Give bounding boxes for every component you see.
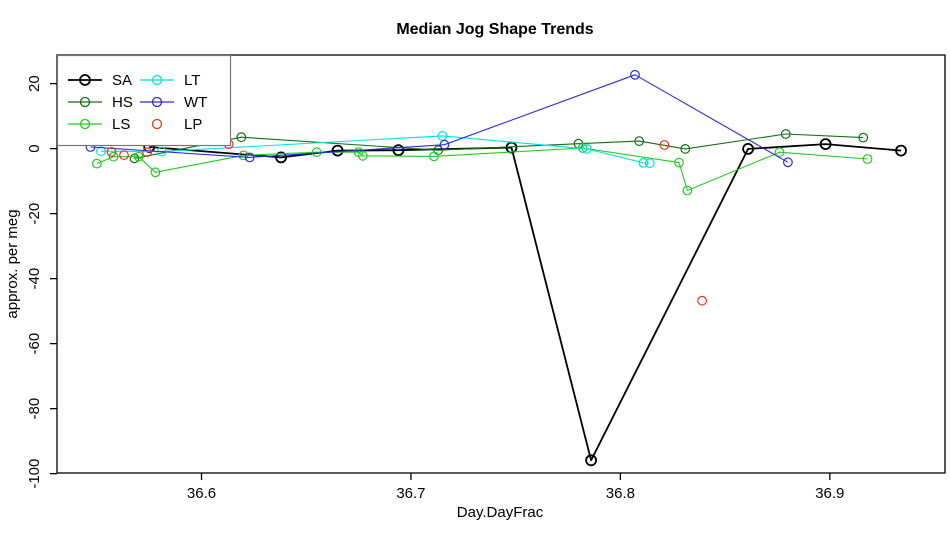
series-HS-line	[134, 133, 864, 159]
series-SA-line	[149, 143, 902, 462]
series-SA-point-2	[331, 144, 344, 157]
series-LP-point-1	[119, 150, 129, 161]
y-tick-label: -60	[26, 333, 43, 355]
y-axis-label: approx. per meg	[4, 209, 21, 318]
series-LT-point-0	[96, 146, 106, 157]
series-LS-point-12	[774, 147, 785, 158]
series-SA-point-1	[275, 151, 288, 164]
series-LS-point-0	[91, 158, 102, 169]
legend-label-LS: LS	[112, 116, 130, 133]
series-HS-point-4	[634, 136, 645, 147]
x-tick-label: 36.8	[606, 485, 635, 502]
series-SA-point-5	[585, 454, 597, 467]
series-SA-point-3	[392, 144, 405, 157]
series-LT-point-3	[582, 143, 592, 154]
legend-marker-LT	[151, 74, 163, 86]
series-HS-point-6	[780, 129, 791, 139]
plot-box	[56, 54, 946, 474]
series-HS-point-1	[236, 132, 247, 143]
series-HS-point-0	[129, 153, 140, 164]
series-LS-point-3	[150, 167, 161, 178]
series-LP-point-5	[697, 295, 707, 306]
y-tick-label: -100	[26, 459, 43, 489]
series-LS-point-11	[682, 185, 693, 196]
series-LP-point-2	[142, 147, 153, 158]
y-tick-label: -40	[26, 268, 43, 290]
x-tick-label: 36.6	[187, 485, 216, 502]
series-LT-point-5	[644, 158, 655, 169]
series-LS-point-7	[357, 150, 368, 161]
legend-label-WT: WT	[184, 94, 207, 111]
x-tick-label: 36.7	[396, 485, 425, 502]
series-SA-point-7	[819, 138, 832, 151]
legend-marker-LS	[79, 118, 91, 130]
legend-marker-LP	[151, 118, 163, 130]
series-LS-point-5	[311, 147, 322, 158]
y-tick-label: 0	[26, 144, 43, 152]
series-LT-point-2	[437, 130, 448, 141]
y-tick-label: -80	[26, 398, 43, 420]
series-LS-line	[96, 147, 868, 192]
series-LS-point-1	[108, 151, 119, 162]
legend-label-LP: LP	[184, 116, 202, 133]
y-tick-label: -20	[26, 203, 43, 225]
legend-label-HS: HS	[112, 94, 133, 111]
series-WT-point-2	[439, 139, 450, 150]
series-LS-point-2	[133, 151, 144, 162]
legend-marker-WT	[151, 96, 163, 108]
y-tick-label: 20	[26, 75, 43, 92]
series-LS-point-13	[862, 154, 873, 164]
x-tick-label: 36.9	[815, 485, 844, 502]
series-WT-point-1	[244, 152, 255, 163]
series-HS-point-5	[680, 143, 691, 154]
series-LT-point-4	[638, 157, 649, 168]
x-axis-label: Day.DayFrac	[457, 504, 544, 521]
legend-marker-SA	[79, 74, 91, 86]
series-WT-line	[90, 74, 789, 163]
series-SA-point-6	[742, 142, 754, 155]
series-SA-point-8	[895, 144, 907, 157]
chart-title: Median Jog Shape Trends	[396, 21, 593, 38]
series-WT-point-3	[630, 69, 640, 80]
series-LS-point-8	[429, 151, 439, 162]
legend-label-SA: SA	[112, 72, 132, 89]
legend-label-LT: LT	[184, 72, 200, 89]
series-LP-point-0	[106, 146, 117, 157]
legend-box	[56, 54, 232, 147]
series-WT-point-4	[783, 157, 793, 168]
series-LS-point-10	[674, 157, 684, 168]
series-HS-point-7	[858, 132, 869, 143]
legend-marker-HS	[79, 96, 91, 108]
series-LS-point-4	[238, 150, 249, 161]
series-LP-point-4	[659, 140, 670, 150]
